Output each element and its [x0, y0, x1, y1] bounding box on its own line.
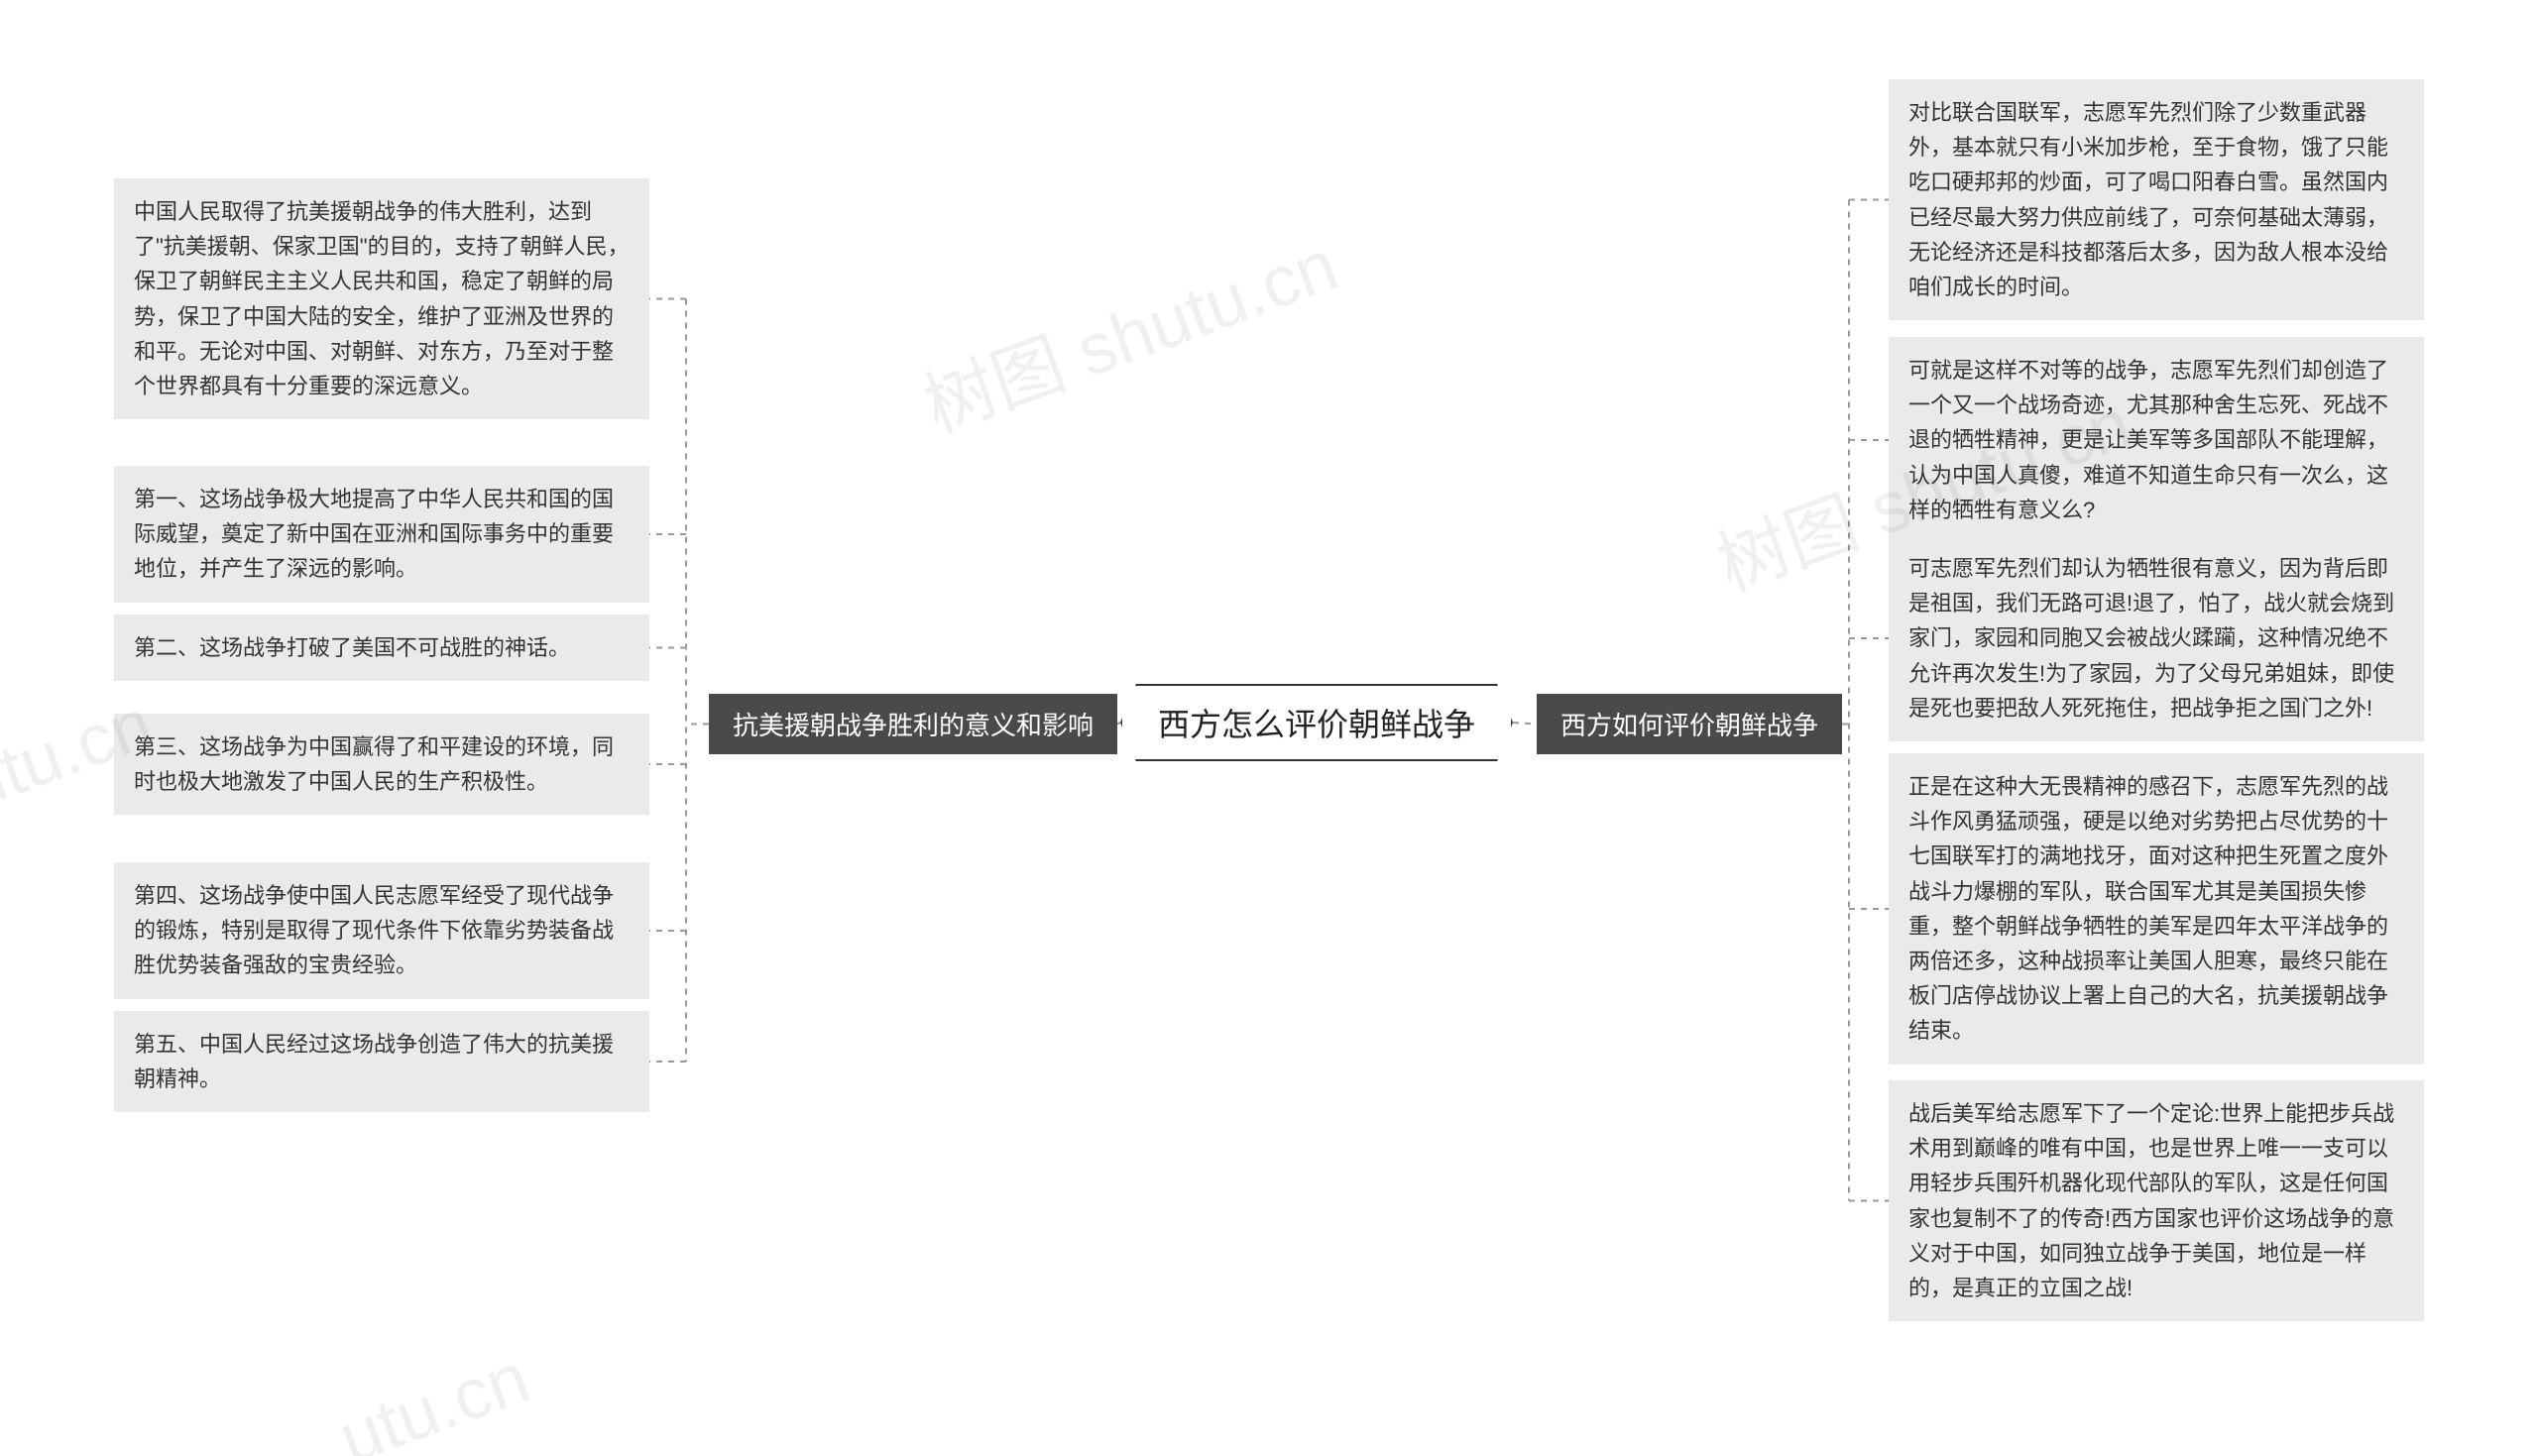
left-leaf[interactable]: 第二、这场战争打破了美国不可战胜的神话。	[114, 615, 649, 681]
watermark: utu.cn	[329, 1337, 539, 1456]
right-branch[interactable]: 西方如何评价朝鲜战争	[1537, 694, 1842, 754]
right-leaf[interactable]: 对比联合国联军，志愿军先烈们除了少数重武器外，基本就只有小米加步枪，至于食物，饿…	[1889, 79, 2424, 320]
left-leaf[interactable]: 中国人民取得了抗美援朝战争的伟大胜利，达到了"抗美援朝、保家卫国"的目的，支持了…	[114, 178, 649, 419]
left-leaf[interactable]: 第三、这场战争为中国赢得了和平建设的环境，同时也极大地激发了中国人民的生产积极性…	[114, 714, 649, 815]
left-leaf[interactable]: 第一、这场战争极大地提高了中华人民共和国的国际威望，奠定了新中国在亚洲和国际事务…	[114, 466, 649, 603]
right-leaf[interactable]: 正是在这种大无畏精神的感召下，志愿军先烈的战斗作风勇猛顽强，硬是以绝对劣势把占尽…	[1889, 753, 2424, 1064]
mindmap-canvas: 西方怎么评价朝鲜战争 抗美援朝战争胜利的意义和影响 西方如何评价朝鲜战争 中国人…	[0, 0, 2538, 1456]
left-leaf[interactable]: 第五、中国人民经过这场战争创造了伟大的抗美援朝精神。	[114, 1011, 649, 1112]
right-leaf[interactable]: 可就是这样不对等的战争，志愿军先烈们却创造了一个又一个战场奇迹，尤其那种舍生忘死…	[1889, 337, 2424, 543]
left-branch[interactable]: 抗美援朝战争胜利的意义和影响	[709, 694, 1117, 754]
left-leaf[interactable]: 第四、这场战争使中国人民志愿军经受了现代战争的锻炼，特别是取得了现代条件下依靠劣…	[114, 862, 649, 999]
center-topic[interactable]: 西方怎么评价朝鲜战争	[1120, 684, 1513, 761]
watermark: 树图 shutu.cn	[907, 207, 1349, 453]
right-leaf[interactable]: 战后美军给志愿军下了一个定论:世界上能把步兵战术用到巅峰的唯有中国，也是世界上唯…	[1889, 1080, 2424, 1321]
right-leaf[interactable]: 可志愿军先烈们却认为牺牲很有意义，因为背后即是祖国，我们无路可退!退了，怕了，战…	[1889, 535, 2424, 741]
